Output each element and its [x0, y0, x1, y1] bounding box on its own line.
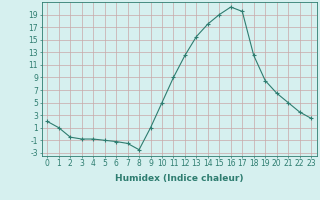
X-axis label: Humidex (Indice chaleur): Humidex (Indice chaleur): [115, 174, 244, 183]
